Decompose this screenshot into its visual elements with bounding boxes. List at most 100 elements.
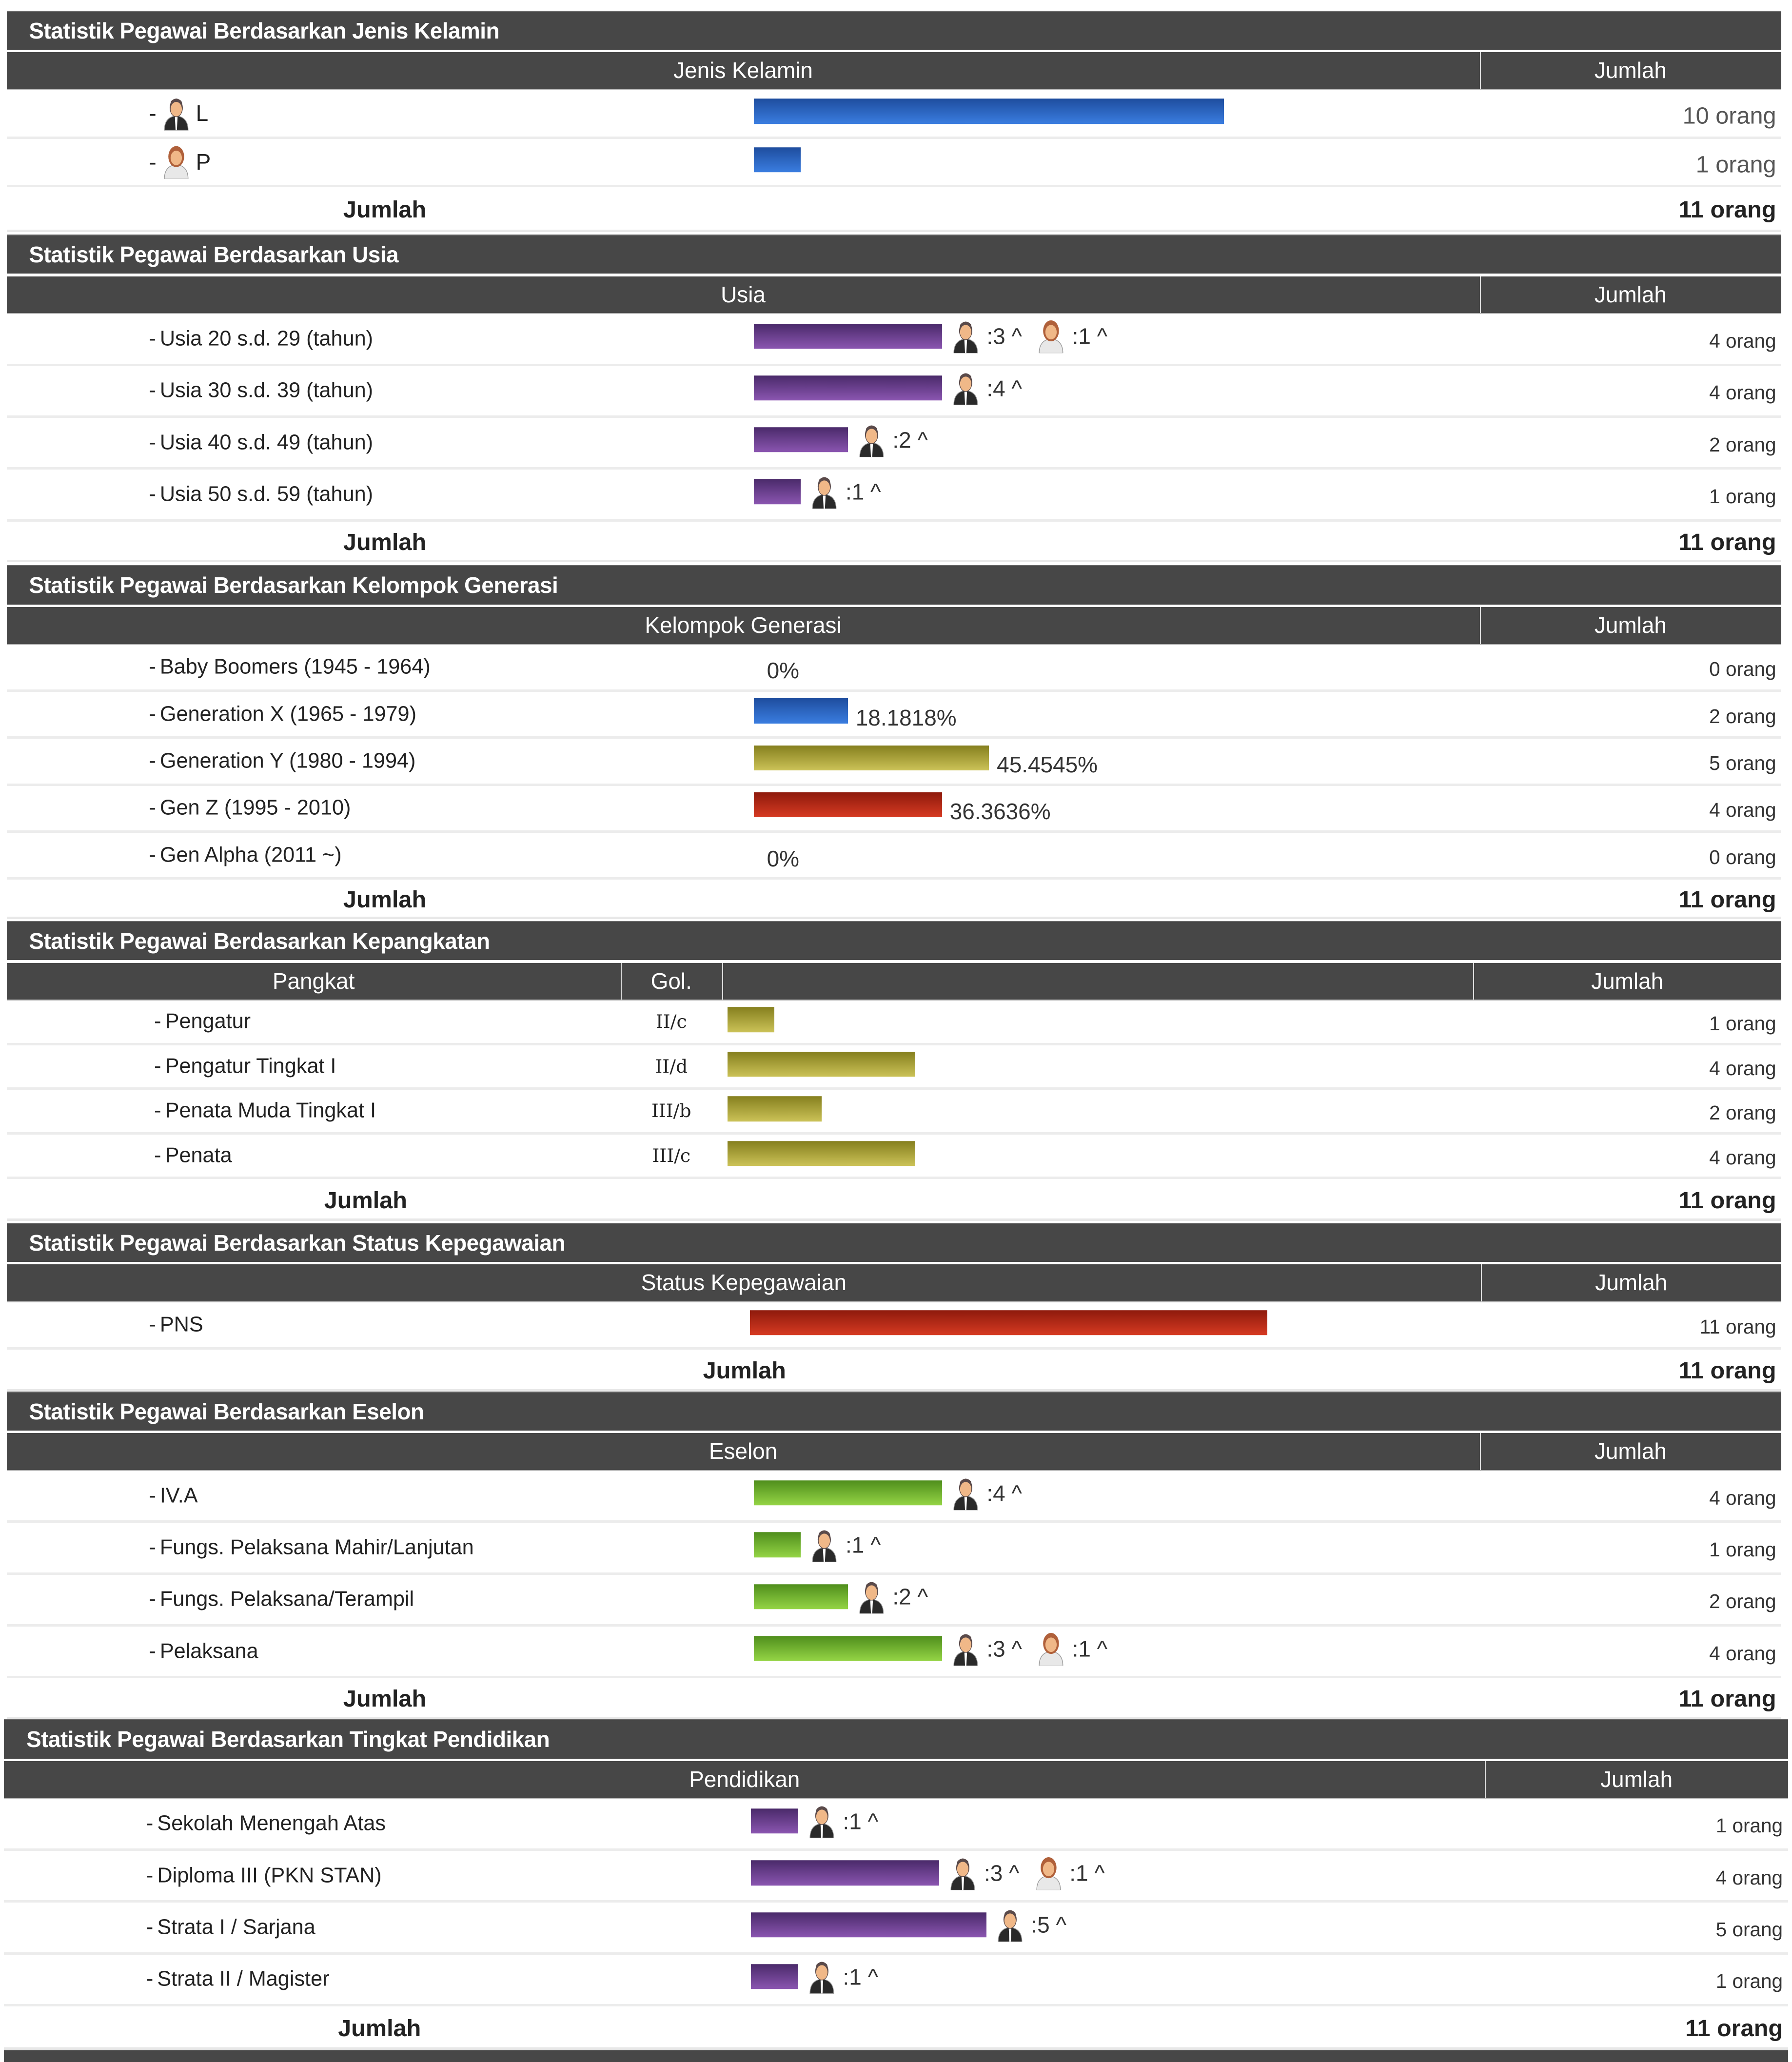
- breakdown-count: :3 ^: [986, 323, 1022, 349]
- breakdown-count: :1 ^: [1069, 1860, 1105, 1886]
- gender-breakdown[interactable]: :1 ^: [1035, 1631, 1113, 1666]
- bar: [751, 1808, 798, 1834]
- gender-breakdown[interactable]: :5 ^: [994, 1907, 1072, 1942]
- total-row: Jumlah 11 orang: [6, 1678, 1782, 1719]
- stat-section: Statistik Pegawai Berdasarkan Jenis Kela…: [6, 10, 1782, 232]
- table-row: - Penata III/c 4 orang: [6, 1135, 1782, 1179]
- row-count: 10 orang: [1682, 102, 1776, 129]
- gender-breakdown[interactable]: :3 ^: [950, 319, 1027, 353]
- gender-breakdown[interactable]: :4 ^: [950, 371, 1027, 405]
- row-count: 5 orang: [1709, 752, 1776, 775]
- gender-breakdown[interactable]: :2 ^: [856, 1579, 933, 1614]
- row-count: 5 orang: [1715, 1918, 1783, 1941]
- row-label-text: P: [196, 149, 211, 175]
- bar-cell: [749, 1310, 1267, 1335]
- row-count: 1 orang: [1695, 151, 1776, 178]
- bar: [753, 375, 942, 401]
- bar-cell: :1 ^: [753, 1528, 886, 1562]
- total-count: 11 orang: [1678, 1187, 1776, 1214]
- dash: -: [149, 1484, 156, 1508]
- breakdown-count: :1 ^: [1072, 323, 1108, 349]
- row-count: 4 orang: [1715, 1866, 1783, 1889]
- column-header-row: Pendidikan Jumlah: [4, 1761, 1788, 1799]
- breakdown-count: :1 ^: [845, 479, 881, 505]
- bar: [753, 1532, 801, 1557]
- stat-section: Statistik Pegawai Berdasarkan Kelompok G…: [6, 565, 1782, 919]
- row-label: - P: [149, 145, 211, 179]
- gender-breakdown[interactable]: :3 ^: [950, 1631, 1027, 1666]
- male-person-icon: [953, 1634, 978, 1666]
- gender-breakdown[interactable]: :2 ^: [856, 423, 933, 457]
- bar-cell: 0%: [759, 832, 799, 872]
- total-count: 11 orang: [1678, 886, 1776, 913]
- row-count: 1 orang: [1709, 1012, 1776, 1035]
- column-header: Jenis Kelamin: [7, 52, 1481, 90]
- bar: [753, 792, 942, 818]
- column-header: Jumlah: [1594, 58, 1667, 83]
- bar-cell: :5 ^: [751, 1907, 1072, 1942]
- bar: [751, 1912, 986, 1938]
- table-row: - Pelaksana :3 ^:1 ^ 4 orang: [6, 1627, 1782, 1679]
- row-label-text: Penata Muda Tingkat I: [165, 1099, 376, 1122]
- total-row: Jumlah 11 orang: [6, 1179, 1782, 1221]
- golongan: III/c: [652, 1144, 691, 1166]
- bar-cell: [753, 98, 1224, 124]
- breakdown-count: :2 ^: [892, 427, 928, 453]
- table-row: - Usia 40 s.d. 49 (tahun):2 ^ 2 orang: [6, 418, 1782, 470]
- row-label-text: Pengatur: [165, 1009, 251, 1033]
- bar-cell: :2 ^: [753, 1579, 933, 1614]
- column-header: [722, 962, 1475, 1000]
- column-header-row: Eselon Jumlah: [6, 1433, 1782, 1471]
- row-count: 0 orang: [1709, 845, 1776, 868]
- bar: [727, 1096, 822, 1121]
- total-row: Jumlah 11 orang: [6, 880, 1782, 919]
- gender-breakdown[interactable]: :1 ^: [806, 1804, 884, 1838]
- row-label: - Pengatur: [154, 1010, 251, 1034]
- bar-cell: :4 ^: [753, 1476, 1027, 1511]
- table-row: - Baby Boomers (1945 - 1964) 0% 0 orang: [6, 645, 1782, 692]
- dash: -: [154, 1054, 161, 1078]
- column-header: Jumlah: [1594, 281, 1667, 307]
- row-label-text: Generation Y (1980 - 1994): [159, 749, 416, 773]
- column-header-row: Usia Jumlah: [6, 276, 1782, 314]
- row-count: 4 orang: [1709, 1642, 1776, 1665]
- stat-section: Statistik Pegawai Berdasarkan Status Kep…: [6, 1222, 1782, 1392]
- column-header: Usia: [7, 276, 1481, 314]
- gender-breakdown[interactable]: :1 ^: [1035, 319, 1113, 353]
- row-label: - Gen Z (1995 - 2010): [149, 796, 351, 820]
- dash: -: [149, 655, 156, 679]
- bar-cell: [727, 1096, 822, 1121]
- row-label-text: Usia 40 s.d. 49 (tahun): [159, 431, 374, 454]
- male-person-icon: [809, 1962, 834, 1994]
- gender-breakdown[interactable]: :1 ^: [808, 474, 886, 509]
- row-label-text: Penata: [165, 1143, 232, 1167]
- row-label-text: Pengatur Tingkat I: [165, 1054, 336, 1078]
- bar-cell: :3 ^ :1 ^: [751, 1856, 1110, 1890]
- column-header-row: Kelompok Generasi Jumlah: [6, 607, 1782, 645]
- gender-breakdown[interactable]: :3 ^: [947, 1856, 1024, 1890]
- golongan: III/b: [651, 1100, 691, 1122]
- breakdown-count: :1 ^: [845, 1532, 881, 1558]
- stat-section: Statistik Pegawai Berdasarkan Eselon Esel…: [6, 1391, 1782, 1719]
- row-label: - Gen Alpha (2011 ~): [149, 843, 341, 867]
- total-row: Jumlah 11 orang: [6, 187, 1782, 232]
- gender-breakdown[interactable]: :4 ^: [950, 1476, 1027, 1511]
- gender-breakdown[interactable]: :1 ^: [1033, 1856, 1110, 1890]
- table-row: - IV.A:4 ^ 4 orang: [6, 1471, 1782, 1523]
- gender-breakdown[interactable]: :1 ^: [808, 1528, 886, 1562]
- row-label: - Pengatur Tingkat I: [154, 1054, 336, 1078]
- golongan: II/d: [655, 1055, 688, 1077]
- bar: [753, 427, 848, 452]
- row-label-text: Usia 20 s.d. 29 (tahun): [159, 327, 374, 351]
- bar: [753, 479, 801, 505]
- row-label: - Pelaksana: [149, 1639, 258, 1663]
- row-label: - Diploma III (PKN STAN): [146, 1864, 382, 1887]
- gender-breakdown[interactable]: :1 ^: [806, 1960, 884, 1994]
- male-person-icon: [953, 373, 978, 405]
- table-row: - Strata I / Sarjana:5 ^ 5 orang: [4, 1903, 1788, 1955]
- bar: [749, 1310, 1267, 1335]
- male-person-icon: [859, 425, 884, 457]
- row-count: 4 orang: [1709, 381, 1776, 404]
- dash: -: [149, 482, 156, 506]
- percent-label: 0%: [767, 658, 800, 684]
